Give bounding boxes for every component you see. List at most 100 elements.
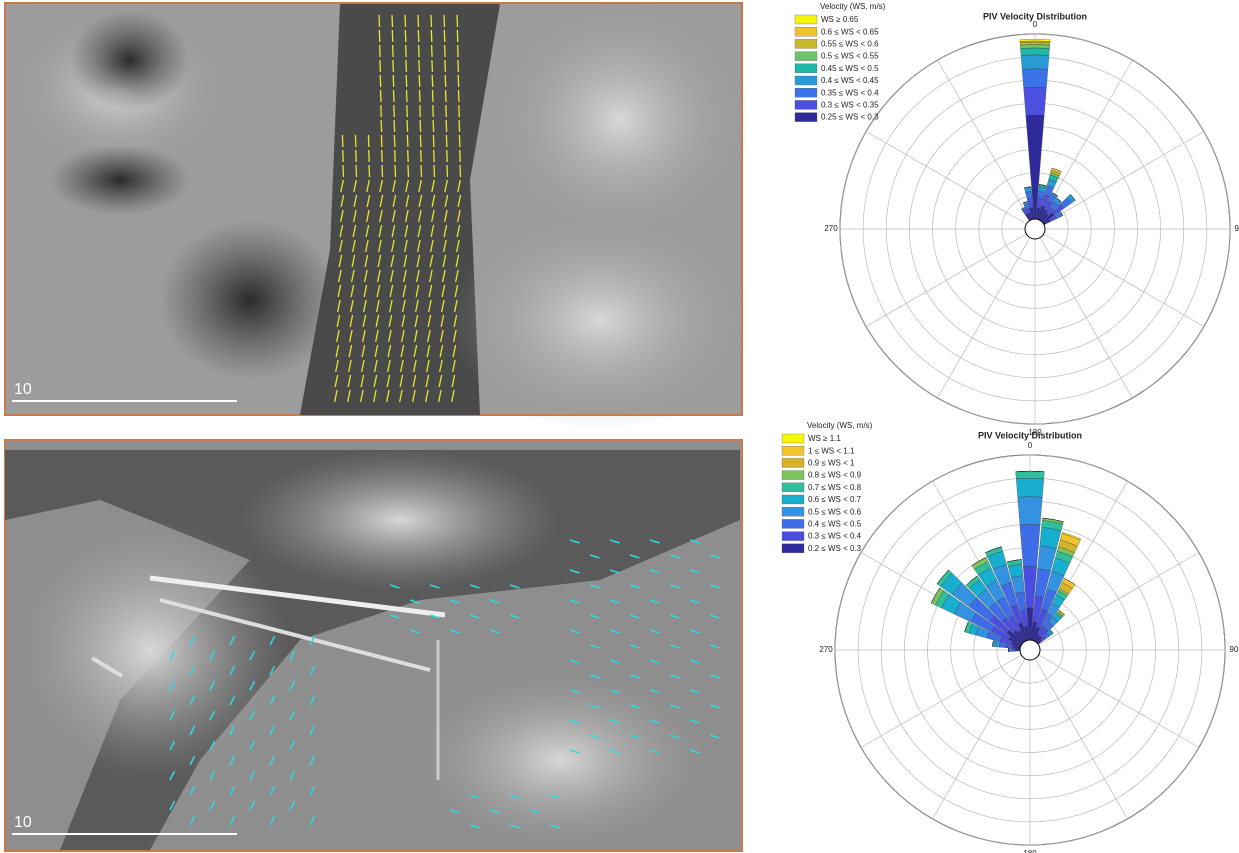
legend-label: 0.4 ≤ WS < 0.5 bbox=[808, 520, 862, 529]
rose-segment bbox=[1015, 471, 1045, 479]
velocity-vector bbox=[377, 239, 382, 253]
velocity-vector bbox=[452, 344, 457, 358]
velocity-vector bbox=[589, 674, 600, 679]
velocity-vector bbox=[249, 680, 256, 691]
rose-segment bbox=[1010, 648, 1014, 652]
velocity-vector bbox=[689, 749, 700, 754]
velocity-vector bbox=[362, 314, 367, 328]
velocity-vector bbox=[609, 659, 620, 664]
velocity-vector bbox=[413, 329, 418, 343]
legend-swatch bbox=[781, 519, 805, 529]
legend-swatch bbox=[781, 458, 805, 468]
velocity-vector bbox=[415, 284, 420, 298]
rose-segment bbox=[1051, 167, 1062, 172]
velocity-vector bbox=[609, 539, 620, 544]
rose-segment bbox=[1050, 629, 1054, 634]
rose-chart: 0 90 180 270 PIV Velocity Distribution Veloci… bbox=[781, 421, 1239, 853]
velocity-vector bbox=[569, 539, 580, 544]
velocity-vector bbox=[669, 584, 680, 589]
velocity-vector bbox=[386, 374, 391, 388]
legend-label: 0.4 ≤ WS < 0.45 bbox=[821, 76, 879, 85]
velocity-vector bbox=[360, 374, 365, 388]
velocity-vector bbox=[189, 695, 196, 706]
legend-label: 0.3 ≤ WS < 0.35 bbox=[821, 101, 879, 110]
theta-tick-label: 90 bbox=[1235, 224, 1239, 233]
velocity-vector bbox=[439, 329, 444, 343]
velocity-vector bbox=[229, 665, 236, 676]
velocity-vector bbox=[450, 389, 455, 403]
velocity-vector bbox=[417, 224, 422, 238]
theta-tick-label: 90 bbox=[1230, 645, 1239, 654]
velocity-vector bbox=[669, 554, 680, 559]
legend-swatch bbox=[794, 27, 818, 37]
rose-segment bbox=[1024, 186, 1032, 189]
rose-segment bbox=[931, 587, 941, 604]
velocity-vector bbox=[438, 374, 443, 388]
legend-label: 0.2 ≤ WS < 0.3 bbox=[808, 544, 862, 553]
velocity-vector bbox=[402, 269, 407, 283]
velocity-vector bbox=[589, 554, 600, 559]
rose-chart: 0 90 180 270 PIV Velocity Distribution Veloci… bbox=[794, 2, 1239, 437]
spoke bbox=[1039, 237, 1133, 399]
velocity-vector bbox=[189, 665, 196, 676]
velocity-vector bbox=[669, 704, 680, 709]
velocity-vector bbox=[340, 194, 345, 208]
velocity-vector bbox=[589, 614, 600, 619]
legend-label: 1 ≤ WS < 1.1 bbox=[808, 446, 855, 455]
velocity-vector bbox=[229, 785, 236, 796]
velocity-vector bbox=[189, 755, 196, 766]
velocity-vector bbox=[378, 209, 383, 223]
rose-segment bbox=[1063, 578, 1076, 585]
velocity-vector bbox=[649, 749, 660, 754]
velocity-vector bbox=[348, 344, 353, 358]
velocity-vector bbox=[649, 569, 660, 574]
velocity-vector bbox=[529, 809, 540, 814]
velocity-vector bbox=[289, 770, 296, 781]
velocity-vector bbox=[412, 359, 417, 373]
velocity-vector bbox=[418, 194, 423, 208]
velocity-vector bbox=[629, 614, 640, 619]
velocity-vector bbox=[347, 359, 352, 373]
velocity-vector bbox=[457, 194, 462, 208]
chart-title: PIV Velocity Distribution bbox=[978, 430, 1082, 440]
velocity-vector bbox=[469, 584, 480, 589]
theta-tick-label: 270 bbox=[824, 224, 838, 233]
velocity-vector bbox=[469, 794, 480, 799]
rose-segment bbox=[1008, 648, 1011, 652]
velocity-vector bbox=[589, 644, 600, 649]
velocity-vector bbox=[509, 794, 520, 799]
velocity-vector bbox=[289, 740, 296, 751]
velocity-vector bbox=[589, 584, 600, 589]
velocity-vector bbox=[454, 269, 459, 283]
velocity-vector bbox=[431, 194, 436, 208]
velocity-vector bbox=[489, 629, 500, 634]
velocity-vector bbox=[347, 374, 352, 388]
velocity-vector bbox=[443, 224, 448, 238]
scale-label: 10 bbox=[14, 381, 32, 398]
velocity-vector bbox=[429, 239, 434, 253]
rose-segment bbox=[1023, 87, 1047, 116]
velocity-vector bbox=[442, 254, 447, 268]
velocity-vector bbox=[409, 599, 420, 604]
aerial-photo: 10 bbox=[4, 439, 743, 852]
theta-tick-label: 0 bbox=[1033, 20, 1038, 29]
velocity-vector bbox=[609, 599, 620, 604]
velocity-vector bbox=[427, 314, 432, 328]
velocity-vector bbox=[456, 209, 461, 223]
velocity-vector bbox=[209, 740, 216, 751]
legend-swatch bbox=[781, 482, 805, 492]
velocity-vector bbox=[449, 629, 460, 634]
legend-label: 0.5 ≤ WS < 0.55 bbox=[821, 52, 879, 61]
velocity-vector bbox=[359, 389, 364, 403]
velocity-vector bbox=[269, 755, 276, 766]
velocity-vector bbox=[336, 314, 341, 328]
velocity-vector bbox=[209, 680, 216, 691]
velocity-vector bbox=[401, 299, 406, 313]
velocity-vector bbox=[398, 389, 403, 403]
velocity-vector bbox=[229, 635, 236, 646]
velocity-vector bbox=[348, 329, 353, 343]
velocity-vector bbox=[549, 824, 560, 829]
velocity-vector bbox=[402, 284, 407, 298]
rose-segment bbox=[1019, 38, 1051, 42]
rose-segment bbox=[1015, 471, 1045, 472]
